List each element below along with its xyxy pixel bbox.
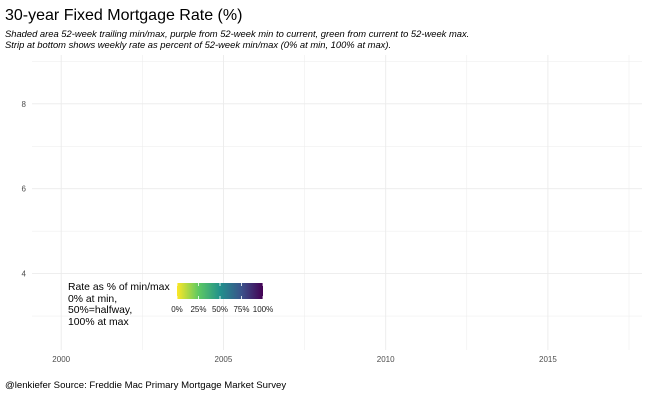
chart-subtitle: Shaded area 52-week trailing min/max, pu…	[5, 28, 469, 50]
chart-caption: @lenkiefer Source: Freddie Mac Primary M…	[5, 380, 287, 391]
chart-title: 30-year Fixed Mortgage Rate (%)	[5, 7, 243, 24]
y-tick-label: 6	[22, 185, 27, 194]
legend-title-line-1: Rate as % of min/max	[68, 282, 170, 293]
legend-break-label: 0%	[171, 305, 183, 314]
legend-title-line-3: 50%=halfway,	[68, 305, 133, 317]
chart-subtitle-line-1: Shaded area 52-week trailing min/max, pu…	[5, 28, 470, 39]
x-axis-tick-labels: 2000 2005 2010 2015	[52, 355, 557, 364]
legend-break-label: 50%	[212, 305, 228, 314]
legend-colorbar: 0% 25% 50% 75% 100%	[171, 283, 273, 314]
legend-title-line-4: 100% at max	[68, 316, 129, 328]
x-tick-label: 2000	[52, 355, 70, 364]
y-axis-tick-labels: 4 6 8	[22, 100, 27, 279]
legend-colorbar-rect	[177, 283, 263, 299]
x-tick-label: 2010	[377, 355, 395, 364]
y-tick-label: 4	[22, 270, 27, 279]
grid-major-lines	[32, 55, 642, 350]
legend-title-line-2: 0% at min,	[68, 293, 118, 305]
legend-break-label: 25%	[190, 305, 206, 314]
x-tick-label: 2015	[539, 355, 557, 364]
x-tick-label: 2005	[215, 355, 233, 364]
legend-break-label: 100%	[253, 305, 273, 314]
y-tick-label: 8	[22, 100, 27, 109]
chart-subtitle-line-2: Strip at bottom shows weekly rate as per…	[5, 39, 392, 50]
legend-break-label: 75%	[233, 305, 249, 314]
legend-title: Rate as % of min/max 0% at min, 50%=half…	[68, 282, 170, 328]
